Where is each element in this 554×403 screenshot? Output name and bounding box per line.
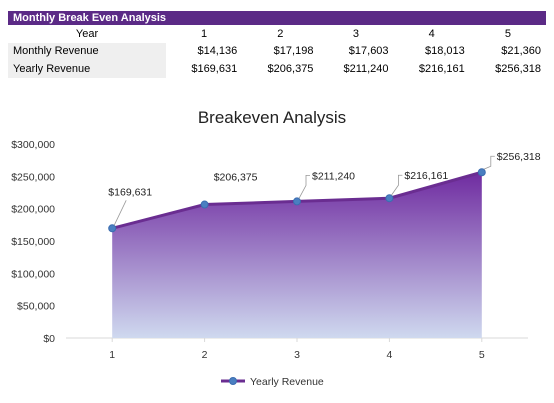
data-point (108, 224, 117, 233)
x-tick-label: 1 (109, 349, 115, 361)
label-leader-line (483, 155, 495, 170)
x-tick-label: 5 (479, 349, 485, 361)
y-axis: $0 $50,000 $100,000 $150,000 $200,000 $250,00… (11, 139, 55, 345)
year-cell: 5 (469, 25, 546, 43)
table-cell: $206,375 (267, 62, 314, 75)
table-row: Yearly Revenue $169,631 $206,375 $211,24… (8, 60, 546, 78)
table-row: Monthly Revenue $14,136 $17,198 $17,603 … (8, 42, 546, 60)
table-cell: $211,240 (343, 62, 389, 75)
data-label: $206,375 (214, 172, 258, 184)
table-cell: $17,198 (273, 45, 314, 58)
y-tick-label: $100,000 (11, 268, 55, 280)
year-cell: 1 (166, 25, 243, 43)
y-tick-label: $150,000 (11, 236, 55, 248)
chart-title: Breakeven Analysis (198, 108, 346, 127)
table-title: Monthly Break Even Analysis (8, 11, 546, 25)
plot-area (108, 168, 486, 338)
data-labels: $169,631 $206,375 $211,240 $216,161 $256,318 (108, 151, 541, 226)
y-tick-label: $250,000 (11, 171, 55, 183)
table-title-row: Monthly Break Even Analysis (8, 11, 546, 25)
label-leader-line (298, 174, 310, 199)
data-point (293, 197, 301, 206)
label-leader-line (391, 174, 403, 196)
year-cell: 4 (393, 25, 470, 43)
legend: Yearly Revenue (221, 376, 324, 388)
y-tick-label: $300,000 (11, 139, 55, 151)
row-label: Monthly Revenue (8, 42, 166, 60)
data-label: $216,161 (404, 170, 448, 182)
label-leader-line (113, 200, 127, 226)
data-label: $256,318 (497, 151, 541, 163)
year-cell: 2 (242, 25, 319, 43)
year-header-row: Year 1 2 3 4 5 (8, 25, 546, 43)
table-cell: $14,136 (197, 45, 238, 58)
legend-marker (229, 377, 237, 385)
table-cell: $256,318 (495, 62, 541, 75)
table-cell: $216,161 (418, 62, 465, 75)
y-tick-label: $0 (43, 333, 55, 345)
y-tick-label: $50,000 (17, 301, 55, 313)
legend-label: Yearly Revenue (250, 376, 324, 388)
data-point (477, 168, 486, 177)
x-tick-label: 4 (386, 349, 392, 361)
table-cell: $17,603 (348, 45, 389, 58)
y-tick-label: $200,000 (11, 204, 55, 216)
data-point (385, 194, 394, 203)
table-cell: $21,360 (501, 45, 541, 58)
break-even-table: Monthly Break Even Analysis Year 1 2 3 4… (8, 11, 546, 78)
x-axis: 1 2 3 4 5 (66, 337, 528, 361)
table-cell: $169,631 (191, 62, 238, 75)
data-label: $211,240 (312, 170, 355, 182)
x-tick-label: 3 (294, 349, 300, 361)
year-header: Year (8, 25, 166, 43)
year-cell: 3 (318, 25, 394, 43)
row-label: Yearly Revenue (8, 60, 166, 78)
table-cell: $18,013 (425, 45, 465, 58)
area-fill (112, 172, 482, 338)
data-label: $169,631 (108, 186, 152, 198)
data-point (200, 200, 209, 209)
x-tick-label: 2 (202, 349, 208, 361)
